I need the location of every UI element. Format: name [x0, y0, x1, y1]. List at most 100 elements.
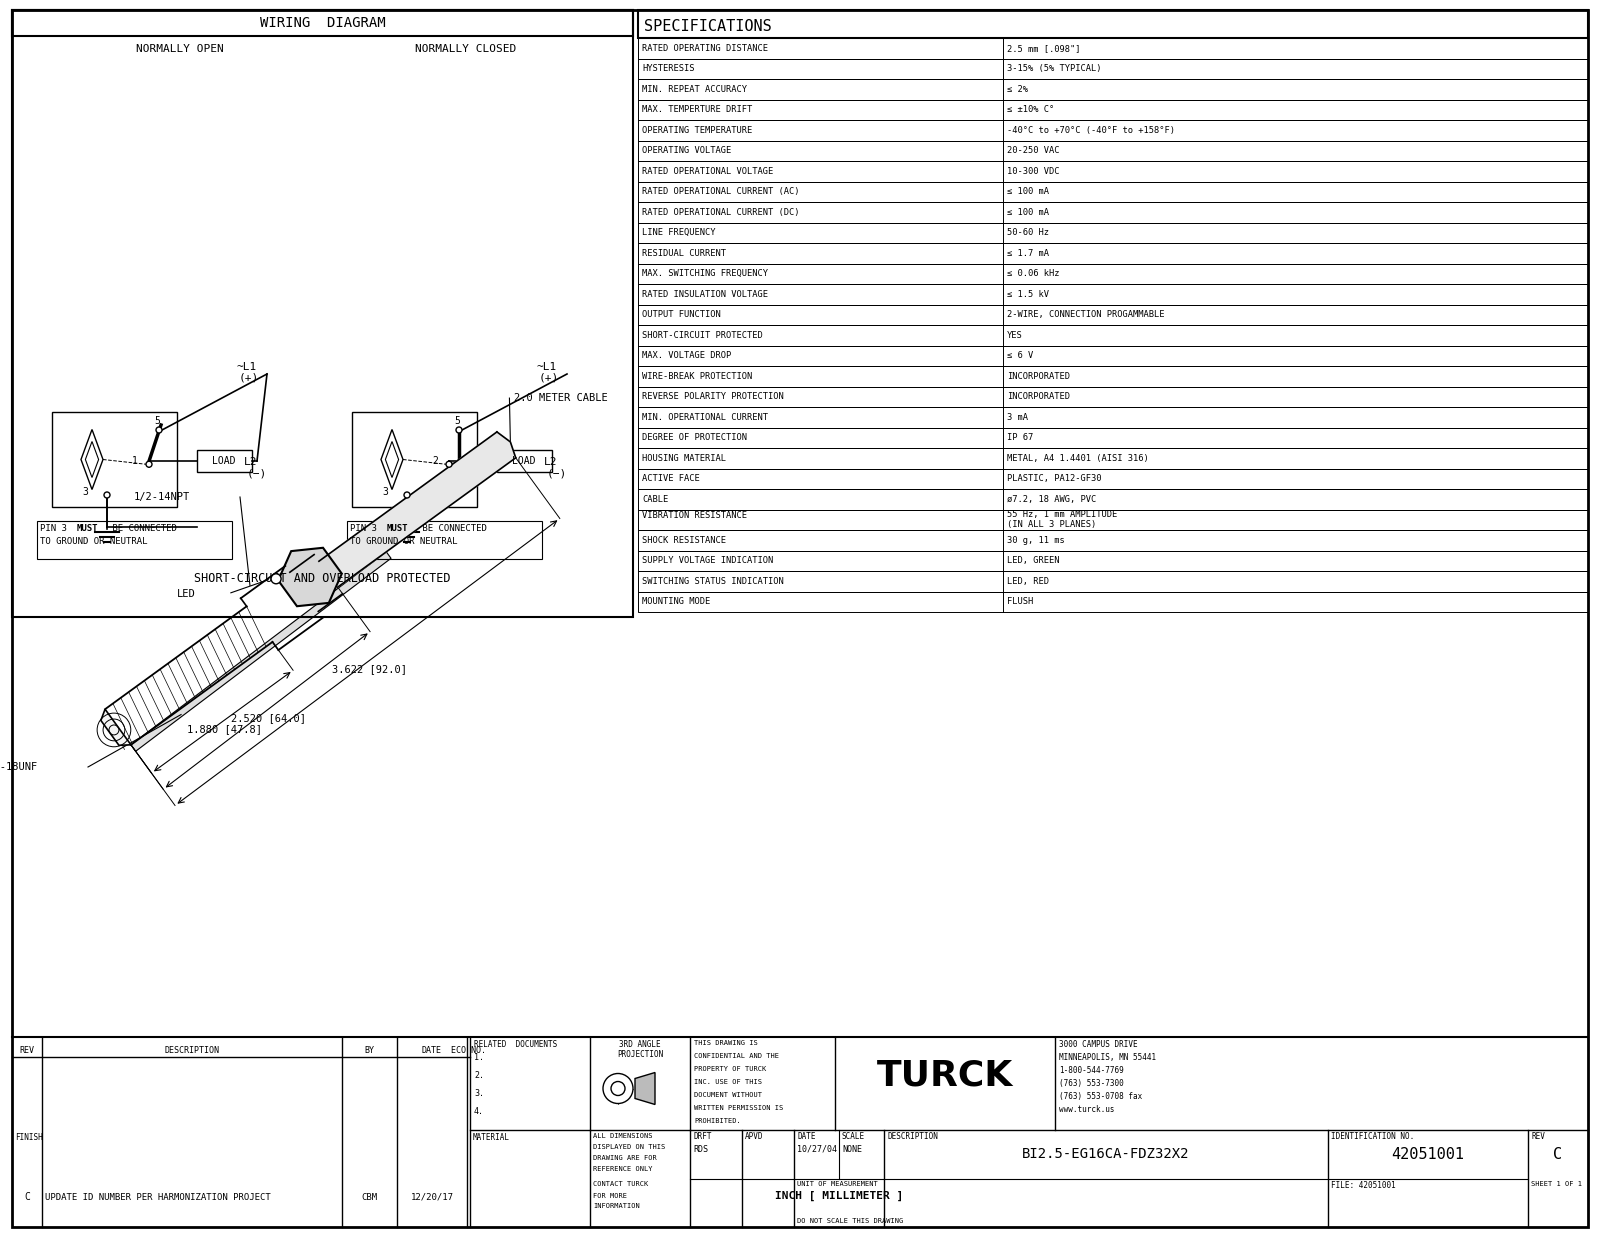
Text: ≤ ±10% C°: ≤ ±10% C° [1006, 105, 1054, 114]
Text: REV: REV [1531, 1132, 1546, 1141]
Text: DRFT: DRFT [693, 1132, 712, 1141]
Text: DATE: DATE [797, 1132, 816, 1141]
Text: MAX. TEMPERTURE DRIFT: MAX. TEMPERTURE DRIFT [642, 105, 752, 114]
Text: 10-300 VDC: 10-300 VDC [1006, 167, 1059, 176]
Text: ≤ 1.5 kV: ≤ 1.5 kV [1006, 289, 1050, 299]
Bar [638, 529, 1587, 550]
Text: INCH [ MILLIMETER ]: INCH [ MILLIMETER ] [774, 1190, 902, 1201]
Bar [638, 263, 1587, 285]
Text: 50-60 Hz: 50-60 Hz [1006, 229, 1050, 238]
Circle shape [157, 427, 162, 433]
Text: LED, RED: LED, RED [1006, 576, 1050, 586]
Text: PROHIBITED.: PROHIBITED. [694, 1118, 741, 1124]
Text: MUST: MUST [77, 524, 99, 533]
Text: 55 Hz, 1 mm AMPLITUDE: 55 Hz, 1 mm AMPLITUDE [1006, 511, 1117, 520]
Text: SWITCHING STATUS INDICATION: SWITCHING STATUS INDICATION [642, 576, 784, 586]
Text: HYSTERESIS: HYSTERESIS [642, 64, 694, 73]
Text: DATE: DATE [422, 1047, 442, 1055]
Text: 3RD ANGLE: 3RD ANGLE [619, 1040, 661, 1049]
Polygon shape [381, 429, 403, 490]
Text: (+): (+) [238, 374, 259, 383]
Text: CONFIDENTIAL AND THE: CONFIDENTIAL AND THE [694, 1053, 779, 1059]
Text: DRAWING ARE FOR: DRAWING ARE FOR [594, 1155, 656, 1162]
Text: 42051001: 42051001 [1392, 1147, 1464, 1162]
Text: LOAD: LOAD [213, 456, 235, 466]
Text: RDS: RDS [693, 1145, 707, 1154]
Circle shape [446, 461, 453, 468]
Text: RATED OPERATIONAL VOLTAGE: RATED OPERATIONAL VOLTAGE [642, 167, 773, 176]
Text: MAX. VOLTAGE DROP: MAX. VOLTAGE DROP [642, 351, 731, 360]
Polygon shape [278, 548, 342, 606]
Text: 20-250 VAC: 20-250 VAC [1006, 146, 1059, 156]
Text: THIS DRAWING IS: THIS DRAWING IS [694, 1040, 758, 1047]
Polygon shape [131, 552, 390, 751]
Text: LED: LED [178, 589, 197, 599]
Text: ECO NO.: ECO NO. [451, 1047, 486, 1055]
Text: 1.: 1. [474, 1053, 483, 1063]
Text: (763) 553-0708 fax: (763) 553-0708 fax [1059, 1092, 1142, 1101]
Polygon shape [318, 432, 515, 588]
Text: NORMALLY CLOSED: NORMALLY CLOSED [414, 45, 515, 54]
Bar [638, 120, 1587, 141]
Text: 2-WIRE, CONNECTION PROGAMMABLE: 2-WIRE, CONNECTION PROGAMMABLE [1006, 310, 1165, 319]
Text: ≤ 6 V: ≤ 6 V [1006, 351, 1034, 360]
Bar [638, 10, 1587, 38]
Text: 2.0 METER CABLE: 2.0 METER CABLE [515, 393, 608, 403]
Polygon shape [101, 709, 131, 746]
Bar [638, 345, 1587, 366]
Text: C: C [1554, 1147, 1563, 1162]
Text: WRITTEN PERMISSION IS: WRITTEN PERMISSION IS [694, 1105, 784, 1111]
Text: DEGREE OF PROTECTION: DEGREE OF PROTECTION [642, 433, 747, 443]
Text: MUST: MUST [387, 524, 408, 533]
Bar [638, 285, 1587, 304]
Text: 3-15% (5% TYPICAL): 3-15% (5% TYPICAL) [1006, 64, 1101, 73]
Bar [638, 202, 1587, 223]
Bar [638, 407, 1587, 428]
Text: L2: L2 [544, 456, 557, 468]
Text: UPDATE ID NUMBER PER HARMONIZATION PROJECT: UPDATE ID NUMBER PER HARMONIZATION PROJE… [45, 1192, 270, 1202]
Text: 3: 3 [382, 487, 387, 497]
Text: TURCK: TURCK [877, 1059, 1013, 1092]
Text: MOUNTING MODE: MOUNTING MODE [642, 597, 710, 606]
Text: PROJECTION: PROJECTION [618, 1050, 662, 1059]
Polygon shape [85, 442, 99, 477]
Bar [638, 571, 1587, 591]
Text: 1: 1 [133, 456, 138, 466]
Text: MAX. SWITCHING FREQUENCY: MAX. SWITCHING FREQUENCY [642, 270, 768, 278]
Text: 3.622 [92.0]: 3.622 [92.0] [331, 664, 406, 674]
Text: MINNEAPOLIS, MN 55441: MINNEAPOLIS, MN 55441 [1059, 1053, 1157, 1063]
Text: DOCUMENT WITHOUT: DOCUMENT WITHOUT [694, 1092, 762, 1098]
Text: REV: REV [19, 1047, 35, 1055]
Text: SHEET 1 OF 1: SHEET 1 OF 1 [1531, 1180, 1582, 1186]
Text: REVERSE POLARITY PROTECTION: REVERSE POLARITY PROTECTION [642, 392, 784, 401]
Text: METAL, A4 1.4401 (AISI 316): METAL, A4 1.4401 (AISI 316) [1006, 454, 1149, 463]
Bar [37, 521, 232, 559]
Text: NORMALLY OPEN: NORMALLY OPEN [136, 45, 224, 54]
Text: ≤ 1.7 mA: ≤ 1.7 mA [1006, 249, 1050, 257]
Text: MIN. REPEAT ACCURACY: MIN. REPEAT ACCURACY [642, 85, 747, 94]
Text: L2: L2 [243, 456, 258, 468]
Text: IP 67: IP 67 [1006, 433, 1034, 443]
Text: BI2.5-EG16CA-FDZ32X2: BI2.5-EG16CA-FDZ32X2 [1022, 1147, 1190, 1162]
Text: C: C [24, 1192, 30, 1202]
Text: www.turck.us: www.turck.us [1059, 1105, 1115, 1115]
Text: OUTPUT FUNCTION: OUTPUT FUNCTION [642, 310, 720, 319]
Bar [638, 161, 1587, 182]
Bar [638, 182, 1587, 202]
Bar [197, 450, 253, 473]
Bar [347, 521, 542, 559]
Text: YES: YES [1006, 330, 1022, 340]
Text: RESIDUAL CURRENT: RESIDUAL CURRENT [642, 249, 726, 257]
Bar [638, 325, 1587, 345]
Circle shape [456, 427, 462, 433]
Text: ACTIVE FACE: ACTIVE FACE [642, 474, 699, 484]
Text: ~L1: ~L1 [538, 362, 557, 372]
Text: PIN 3: PIN 3 [350, 524, 382, 533]
Text: 5: 5 [454, 416, 459, 426]
Text: (763) 553-7300: (763) 553-7300 [1059, 1079, 1123, 1089]
Bar [638, 242, 1587, 263]
Text: BE CONNECTED: BE CONNECTED [418, 524, 486, 533]
Circle shape [270, 574, 282, 584]
Text: ≤ 100 mA: ≤ 100 mA [1006, 208, 1050, 216]
Circle shape [146, 461, 152, 468]
